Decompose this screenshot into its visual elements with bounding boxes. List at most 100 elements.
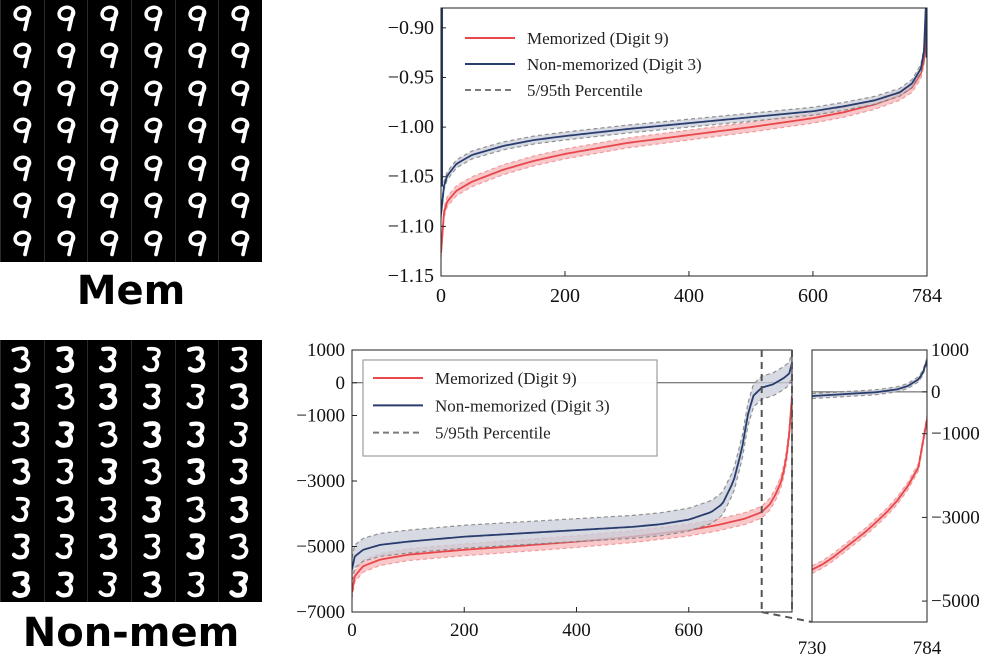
digit-three-glyph xyxy=(11,383,31,411)
digit-image-cell xyxy=(0,37,44,75)
digit-image-cell xyxy=(43,149,88,188)
digit-three-glyph xyxy=(99,383,118,411)
digit-image-cell xyxy=(218,377,262,415)
digit-three-glyph xyxy=(142,496,162,523)
legend: Memorized (Digit 9) Non-memorized (Digit … xyxy=(465,29,702,100)
digit-three-glyph xyxy=(230,495,249,523)
digit-image-cell xyxy=(131,112,175,150)
digit-three-glyph xyxy=(12,570,31,598)
digit-image-cell xyxy=(218,452,262,490)
percentile-line xyxy=(352,351,792,559)
digit-nine-glyph xyxy=(13,230,32,256)
digit-image-cell xyxy=(43,187,88,225)
digit-nine-glyph xyxy=(100,117,119,144)
digit-nine-glyph xyxy=(56,42,75,69)
legend: Memorized (Digit 9) Non-memorized (Digit … xyxy=(362,359,658,457)
x-tick-label: 400 xyxy=(562,620,591,641)
chart-top: −0.90 −0.95 −1.00 −1.05 −1.10 −1.150 200 400 600… xyxy=(388,7,942,307)
digit-image-cell xyxy=(87,224,131,262)
digit-nine-glyph xyxy=(144,42,163,69)
digit-three-glyph xyxy=(229,421,249,447)
digit-image-cell xyxy=(43,489,88,528)
digit-nine-glyph xyxy=(56,155,76,181)
percentile-line xyxy=(812,415,927,567)
digit-image-cell xyxy=(87,452,131,490)
digit-three-glyph xyxy=(55,496,74,523)
digit-nine-glyph xyxy=(13,80,32,107)
digit-nine-glyph xyxy=(231,192,250,219)
digit-nine-glyph xyxy=(187,5,206,32)
digit-image-cell xyxy=(0,340,44,378)
digit-image-cell xyxy=(0,489,44,528)
digit-nine-glyph xyxy=(187,192,206,219)
digit-image-cell xyxy=(174,414,219,453)
digit-nine-glyph xyxy=(187,80,207,107)
digit-nine-glyph xyxy=(231,117,250,144)
digit-three-glyph xyxy=(98,421,118,448)
digit-three-glyph xyxy=(187,571,204,597)
digit-image-cell xyxy=(0,414,44,453)
digit-nine-glyph xyxy=(231,80,250,107)
digit-nine-glyph xyxy=(13,117,32,144)
series-line-memorized xyxy=(812,418,927,571)
digit-three-glyph xyxy=(142,346,161,373)
digit-three-glyph xyxy=(11,496,30,522)
legend-label: Memorized (Digit 9) xyxy=(435,369,577,388)
digit-nine-glyph xyxy=(100,5,119,32)
digit-image-cell xyxy=(0,377,44,415)
digit-image-cell xyxy=(87,37,131,75)
digit-image-cell xyxy=(174,452,219,490)
digit-image-cell xyxy=(174,527,219,565)
digit-image-cell xyxy=(87,489,131,528)
digit-image-cell xyxy=(43,224,88,262)
digit-nine-glyph xyxy=(56,117,75,144)
digit-image-cell xyxy=(87,112,131,150)
y-tick-label: −1.10 xyxy=(388,215,434,237)
digit-image-cell xyxy=(174,149,219,188)
digit-nine-glyph xyxy=(231,42,250,69)
digit-image-cell xyxy=(43,0,88,38)
digit-image-cell xyxy=(131,564,175,602)
digit-three-glyph xyxy=(12,421,30,448)
percentile-line xyxy=(812,422,927,574)
percentile-line xyxy=(352,401,792,599)
digit-image-cell xyxy=(131,224,175,262)
y-tick-label: −7000 xyxy=(296,602,345,623)
x-tick-label: 600 xyxy=(674,620,703,641)
x-tick-label: 0 xyxy=(436,285,446,307)
digit-image-cell xyxy=(218,74,262,113)
digit-image-cell xyxy=(174,187,219,225)
digit-image-cell xyxy=(0,74,44,113)
digit-image-cell xyxy=(0,149,44,188)
digit-image-cell xyxy=(131,37,175,75)
digit-three-glyph xyxy=(11,533,30,560)
digit-nine-glyph xyxy=(100,80,119,107)
series-line-nonmemorized xyxy=(812,360,927,397)
digit-nine-glyph xyxy=(100,230,119,256)
y-tick-label: −3000 xyxy=(931,507,980,528)
digit-nine-glyph xyxy=(187,155,207,181)
digit-image-cell xyxy=(87,414,131,453)
x-tick-label: 200 xyxy=(550,285,580,307)
digit-three-glyph xyxy=(143,420,162,448)
digit-three-glyph xyxy=(143,533,161,560)
percentile-line xyxy=(441,27,927,259)
digit-nine-glyph xyxy=(231,5,250,32)
digit-image-cell xyxy=(174,489,219,528)
percentile-line xyxy=(812,362,927,400)
digit-image-cell xyxy=(87,377,131,415)
y-tick-label: −0.90 xyxy=(388,17,434,39)
y-tick-label: −0.95 xyxy=(388,66,434,88)
digit-image-cell xyxy=(218,564,262,602)
digit-nine-glyph xyxy=(187,42,206,69)
digit-image-cell xyxy=(131,414,175,453)
y-tick-label: −1.05 xyxy=(388,166,434,188)
zoom-window-markers xyxy=(760,350,813,623)
y-tick-label: 1000 xyxy=(307,340,345,361)
y-tick-label: −3000 xyxy=(296,471,345,492)
digit-image-cell xyxy=(218,489,262,528)
digit-image-cell xyxy=(0,187,44,225)
plot-frame xyxy=(440,7,928,277)
digit-nine-glyph xyxy=(13,5,32,32)
digit-three-glyph xyxy=(186,346,205,373)
